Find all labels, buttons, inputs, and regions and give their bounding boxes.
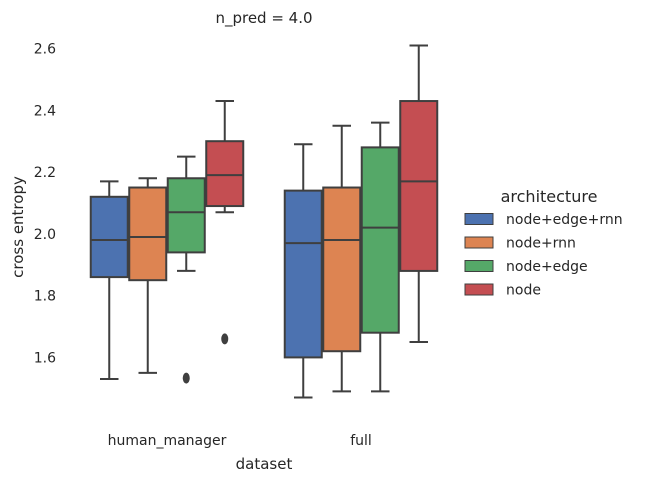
y-tick-label: 2.4 [34,103,56,119]
box-body [128,186,168,282]
legend-item: node+edge+rnn [464,212,623,228]
legend-swatch [464,213,494,225]
box-body [399,100,439,272]
box-1-1 [322,124,362,393]
legend-items: node+edge+rnn node+rnn node+edge node [464,212,623,299]
outlier-point [221,333,229,345]
x-tick-label: human_manager [108,433,227,449]
legend-item: node+edge [464,259,588,275]
legend-label: node+edge [506,259,588,275]
box-body [360,146,400,334]
box-0-0 [89,180,129,381]
outlier-point [182,372,190,384]
legend-swatch [464,283,494,296]
box-0-1 [128,177,168,374]
y-tick-label: 1.6 [34,350,56,366]
box-1-0 [283,143,323,399]
box-0-3 [205,100,245,345]
y-axis-ticks: 1.6 1.8 2.0 2.2 2.4 2.6 [34,42,56,367]
box-1-2 [360,121,400,393]
legend-swatch [464,260,494,272]
legend-label: node [506,283,541,299]
x-tick-label: full [350,433,372,449]
x-axis-label: dataset [236,455,293,473]
box-0-2 [166,155,206,384]
legend: architecture node+edge+rnnnode+rnnnode+e… [464,187,623,299]
y-tick-label: 2.2 [34,165,56,181]
y-tick-label: 2.6 [34,42,56,58]
box-body [89,195,129,279]
box-body [166,177,206,254]
chart-title: n_pred = 4.0 [215,9,312,28]
box-1-3 [399,44,439,343]
legend-label: node+edge+rnn [506,212,623,228]
y-tick-label: 2.0 [34,227,56,243]
y-axis-label: cross entropy [9,176,27,278]
legend-label: node+rnn [506,236,576,252]
legend-title: architecture [501,187,598,206]
box-body [283,189,323,359]
legend-swatch [464,236,494,249]
box-body [205,140,245,208]
legend-item: node [464,283,541,299]
box-plot-series [89,44,439,399]
x-axis-ticks: human_manager full [108,433,372,449]
y-tick-label: 1.8 [34,289,56,305]
legend-item: node+rnn [464,236,576,252]
box-body [322,186,362,353]
